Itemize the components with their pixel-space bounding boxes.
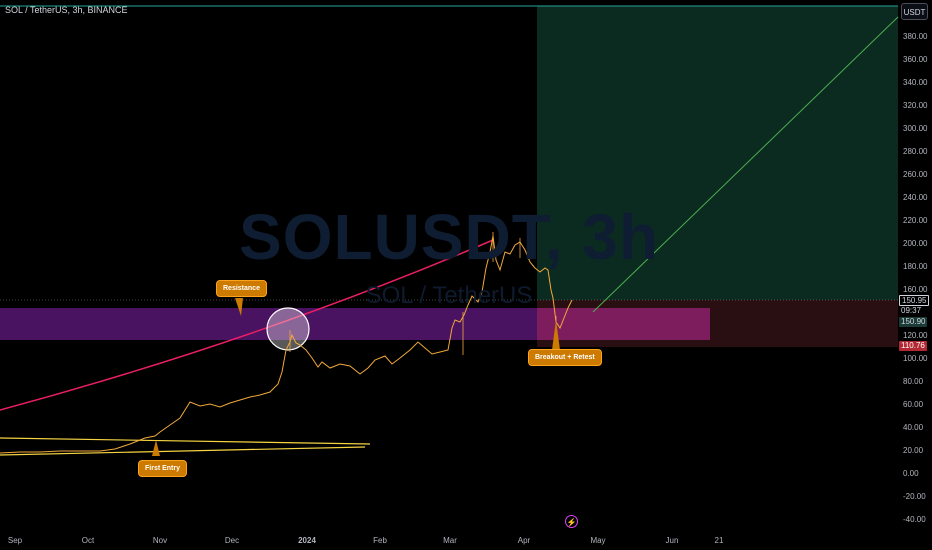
price-tick: 100.00 (903, 354, 928, 363)
price-tick: 220.00 (903, 216, 928, 225)
time-tick: 2024 (298, 536, 316, 545)
price-tick: 120.00 (903, 331, 928, 340)
price-axis[interactable]: 380.00 360.00 340.00 320.00 300.00 280.0… (898, 0, 932, 530)
time-tick: Jun (665, 536, 679, 545)
candle-wicks (289, 232, 557, 355)
highlight-circle[interactable] (266, 307, 310, 351)
currency-button[interactable]: USDT (901, 3, 928, 20)
price-tick: 80.00 (903, 377, 924, 386)
support-line-lower[interactable] (0, 446, 366, 456)
projection-line[interactable] (592, 16, 899, 313)
target-price-tag: 150.90 (899, 317, 928, 327)
lightning-icon[interactable]: ⚡ (565, 515, 578, 528)
resistance-curve[interactable] (0, 239, 494, 411)
time-tick: Sep (7, 536, 23, 545)
resistance-pointer (235, 298, 243, 316)
price-tick: 300.00 (903, 124, 928, 133)
time-tick: Oct (81, 536, 95, 545)
time-tick: 21 (714, 536, 724, 545)
time-axis[interactable]: Sep Oct Nov Dec 2024 Feb Mar Apr May Jun… (0, 530, 898, 550)
stop-price-tag: 110.76 (899, 341, 927, 351)
target-zone (537, 6, 898, 300)
price-tick: -40.00 (903, 515, 926, 524)
price-tick: 20.00 (903, 446, 924, 455)
first-entry-pointer (152, 440, 160, 456)
time-tick: Apr (517, 536, 531, 545)
resistance-label[interactable]: Resistance (216, 280, 267, 297)
time-tick: May (590, 536, 606, 545)
price-tick: -20.00 (903, 492, 926, 501)
time-tick: Nov (152, 536, 168, 545)
first-entry-label[interactable]: First Entry (138, 460, 188, 477)
price-tick: 180.00 (903, 262, 928, 271)
price-tick: 0.00 (903, 469, 919, 478)
retest-zone (537, 308, 710, 340)
bar-countdown: 09:37 (901, 306, 922, 315)
price-tick: 360.00 (903, 55, 928, 64)
symbol-title[interactable]: SOL / TetherUS, 3h, BINANCE (5, 5, 128, 15)
breakout-retest-label[interactable]: Breakout + Retest (528, 349, 602, 366)
price-tick: 60.00 (903, 400, 924, 409)
breakout-pointer (552, 320, 560, 350)
price-tick: 280.00 (903, 147, 928, 156)
price-tick: 260.00 (903, 170, 928, 179)
price-tick: 240.00 (903, 193, 928, 202)
time-tick: Dec (224, 536, 240, 545)
price-tick: 320.00 (903, 101, 928, 110)
price-tick: 200.00 (903, 239, 928, 248)
time-tick: Mar (443, 536, 457, 545)
price-tick: 40.00 (903, 423, 924, 432)
price-tick: 380.00 (903, 32, 928, 41)
time-tick: Feb (373, 536, 387, 545)
last-price-tag: 150.95 (899, 295, 930, 306)
price-tick: 160.00 (903, 285, 928, 294)
support-line-upper[interactable] (0, 437, 371, 445)
price-tick: 340.00 (903, 78, 928, 87)
